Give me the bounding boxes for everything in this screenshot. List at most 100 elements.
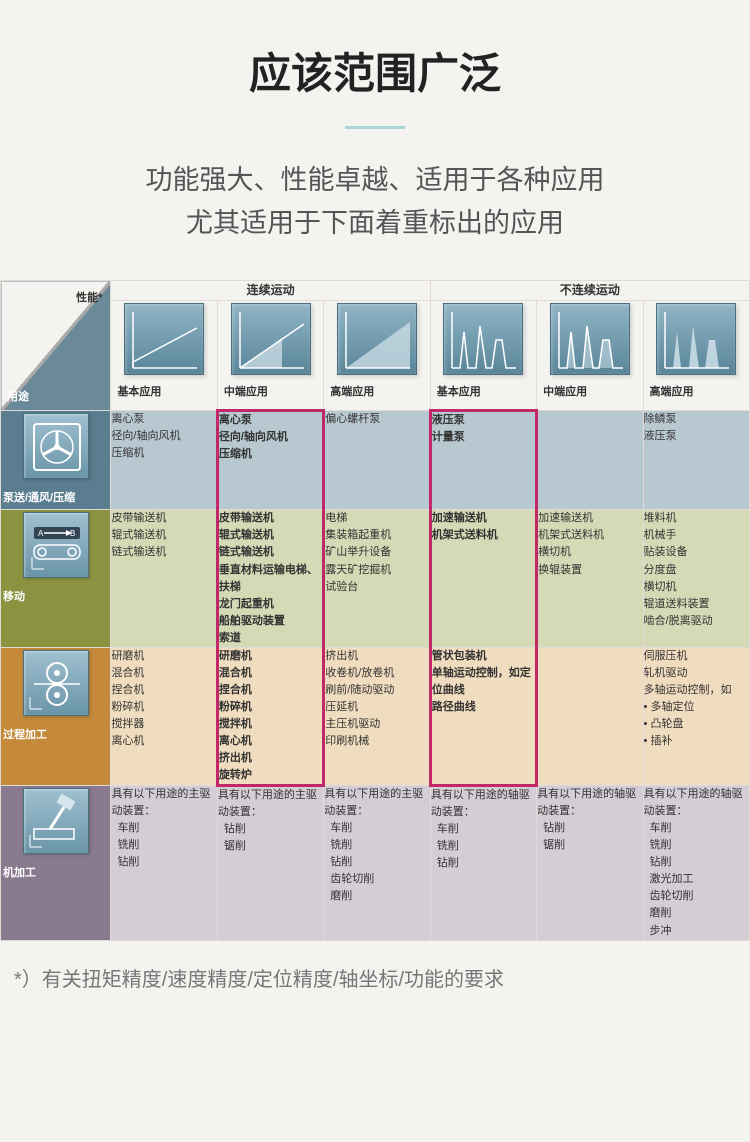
col-label-4: 基本应用	[431, 381, 536, 403]
chart-icon-mid-2	[550, 303, 630, 375]
list-item: 粉碎机	[219, 699, 322, 716]
row-header-pump: 泵送/通风/压缩	[1, 411, 111, 510]
list-item: 贴装设备	[644, 544, 749, 561]
list-item: 加速输送机	[432, 510, 535, 527]
super-header-continuous: 连续运动	[111, 281, 430, 300]
list-item: • 插补	[644, 733, 749, 750]
footnote: *）有关扭矩精度/速度精度/定位精度/轴坐标/功能的要求	[0, 941, 750, 1022]
chart-icon-basic-2	[443, 303, 523, 375]
cell-r2-c4: 加速输送机机架式送料机	[430, 510, 536, 647]
cell-r2-c3: 电梯集装箱起重机矿山举升设备露天矿挖掘机试验台	[324, 510, 430, 647]
row-header-move: AB 移动	[1, 510, 111, 647]
list-item: 车削	[117, 820, 216, 837]
list-item: 液压泵	[644, 428, 749, 445]
row-label-pump: 泵送/通风/压缩	[1, 487, 110, 509]
list-item: 磨削	[330, 888, 429, 905]
cell-r2-c5: 加速输送机机架式送料机横切机换辊装置	[537, 510, 643, 647]
cell-head: 具有以下用途的轴驱动装置：	[644, 788, 743, 817]
list-item: 伺服压机	[644, 648, 749, 665]
cell-r1-c2: 离心泵径向/轴向风机压缩机	[217, 411, 323, 510]
list-item: 机架式送料机	[432, 527, 535, 544]
subtitle-line1: 功能强大、性能卓越、适用于各种应用	[146, 165, 605, 195]
list-item: 横切机	[538, 544, 642, 561]
list-item: 路径曲线	[432, 699, 535, 716]
list-item: 除鳞泵	[644, 411, 749, 428]
row-header-process: 过程加工	[1, 647, 111, 785]
cell-r3-c6: 伺服压机轧机驱动多轴运动控制，如• 多轴定位• 凸轮盘• 插补	[643, 647, 749, 785]
list-item: 单轴运动控制，如定位曲线	[432, 665, 535, 699]
list-item: 铣削	[650, 837, 749, 854]
col-header-1: 基本应用	[111, 300, 217, 411]
super-header-discontinuous: 不连续运动	[430, 281, 749, 300]
application-table: 性能* 用途 连续运动 不连续运动 基本应用 中端应用 高端应用	[0, 280, 750, 940]
cell-r3-c2: 研磨机混合机捏合机粉碎机搅拌机离心机挤出机旋转炉	[217, 647, 323, 785]
cell-r4-c6: 具有以下用途的轴驱动装置： 车削铣削钻削激光加工齿轮切削磨削步冲	[643, 786, 749, 940]
list-item: 车削	[330, 820, 429, 837]
list-item: 研磨机	[111, 648, 215, 665]
row-label-machining: 机加工	[1, 862, 110, 884]
list-item: 计量泵	[432, 429, 535, 446]
col-label-2: 中端应用	[218, 381, 323, 403]
fan-icon	[23, 413, 89, 479]
list-item: • 凸轮盘	[644, 716, 749, 733]
page-title: 应该范围广泛	[0, 0, 750, 111]
list-item: 离心泵	[219, 412, 322, 429]
list-item: 车削	[650, 820, 749, 837]
list-item: 横切机	[644, 579, 749, 596]
row-header-machining: 机加工	[1, 786, 111, 940]
list-item: 链式输送机	[111, 544, 215, 561]
list-item: 激光加工	[650, 871, 749, 888]
col-label-6: 高端应用	[644, 381, 749, 403]
subtitle: 功能强大、性能卓越、适用于各种应用 尤其适用于下面着重标出的应用	[0, 159, 750, 280]
col-label-1: 基本应用	[111, 381, 216, 403]
chart-icon-high-2	[656, 303, 736, 375]
list-item: 皮带输送机	[219, 510, 322, 527]
cell-r1-c3: 偏心螺杆泵	[324, 411, 430, 510]
cell-r1-c4: 液压泵计量泵	[430, 411, 536, 510]
list-item: 离心泵	[111, 411, 215, 428]
list-item: 径向/轴向风机	[219, 429, 322, 446]
cell-r1-c5	[537, 411, 643, 510]
col-header-4: 基本应用	[430, 300, 536, 411]
list-item: 垂直材料运输电梯、扶梯	[219, 562, 322, 596]
list-item: 链式输送机	[219, 544, 322, 561]
cell-r3-c4: 管状包装机单轴运动控制，如定位曲线路径曲线	[430, 647, 536, 785]
list-item: 辊道送料装置	[644, 596, 749, 613]
list-item: 龙门起重机	[219, 596, 322, 613]
list-item: 船舶驱动装置	[219, 613, 322, 630]
cell-head: 具有以下用途的主驱动装置：	[218, 789, 317, 818]
list-item: 集装箱起重机	[325, 527, 428, 544]
cell-r2-c6: 堆料机机械手贴装设备分度盘横切机辊道送料装置啮合/脱离驱动	[643, 510, 749, 647]
cell-r4-c5: 具有以下用途的轴驱动装置： 钻削锯削	[537, 786, 643, 940]
list-item: 试验台	[325, 579, 428, 596]
list-item: 电梯	[325, 510, 428, 527]
list-item: 锯削	[543, 837, 642, 854]
list-item: 刷前/随动驱动	[325, 682, 428, 699]
cell-r4-c1: 具有以下用途的主驱动装置： 车削铣削钻削	[111, 786, 217, 940]
cell-r3-c5	[537, 647, 643, 785]
list-item: 换辊装置	[538, 562, 642, 579]
cell-head: 具有以下用途的轴驱动装置：	[431, 789, 530, 818]
list-item: 锯削	[224, 838, 323, 855]
list-item: 离心机	[111, 733, 215, 750]
col-header-2: 中端应用	[217, 300, 323, 411]
list-item: 印刷机械	[325, 733, 428, 750]
list-item: 啮合/脱离驱动	[644, 613, 749, 630]
list-item: 液压泵	[432, 412, 535, 429]
cell-head: 具有以下用途的主驱动装置：	[324, 788, 423, 817]
cell-r3-c1: 研磨机混合机捏合机粉碎机搅拌器离心机	[111, 647, 217, 785]
list-item: 轧机驱动	[644, 665, 749, 682]
list-item: 收卷机/放卷机	[325, 665, 428, 682]
cell-r2-c2: 皮带输送机辊式输送机链式输送机垂直材料运输电梯、扶梯龙门起重机船舶驱动装置索道	[217, 510, 323, 647]
list-item: 旋转炉	[219, 767, 322, 784]
title-divider	[345, 126, 405, 129]
svg-text:A: A	[38, 529, 44, 538]
conveyor-icon: AB	[23, 512, 89, 578]
col-label-3: 高端应用	[324, 381, 429, 403]
list-item: 机架式送料机	[538, 527, 642, 544]
corner-performance-label: 性能*	[76, 289, 102, 305]
list-item: 多轴运动控制，如	[644, 682, 749, 699]
spindle-icon	[23, 788, 89, 854]
cell-r4-c2: 具有以下用途的主驱动装置： 钻削锯削	[217, 786, 323, 940]
cell-r3-c3: 挤出机收卷机/放卷机刷前/随动驱动压延机主压机驱动印刷机械	[324, 647, 430, 785]
